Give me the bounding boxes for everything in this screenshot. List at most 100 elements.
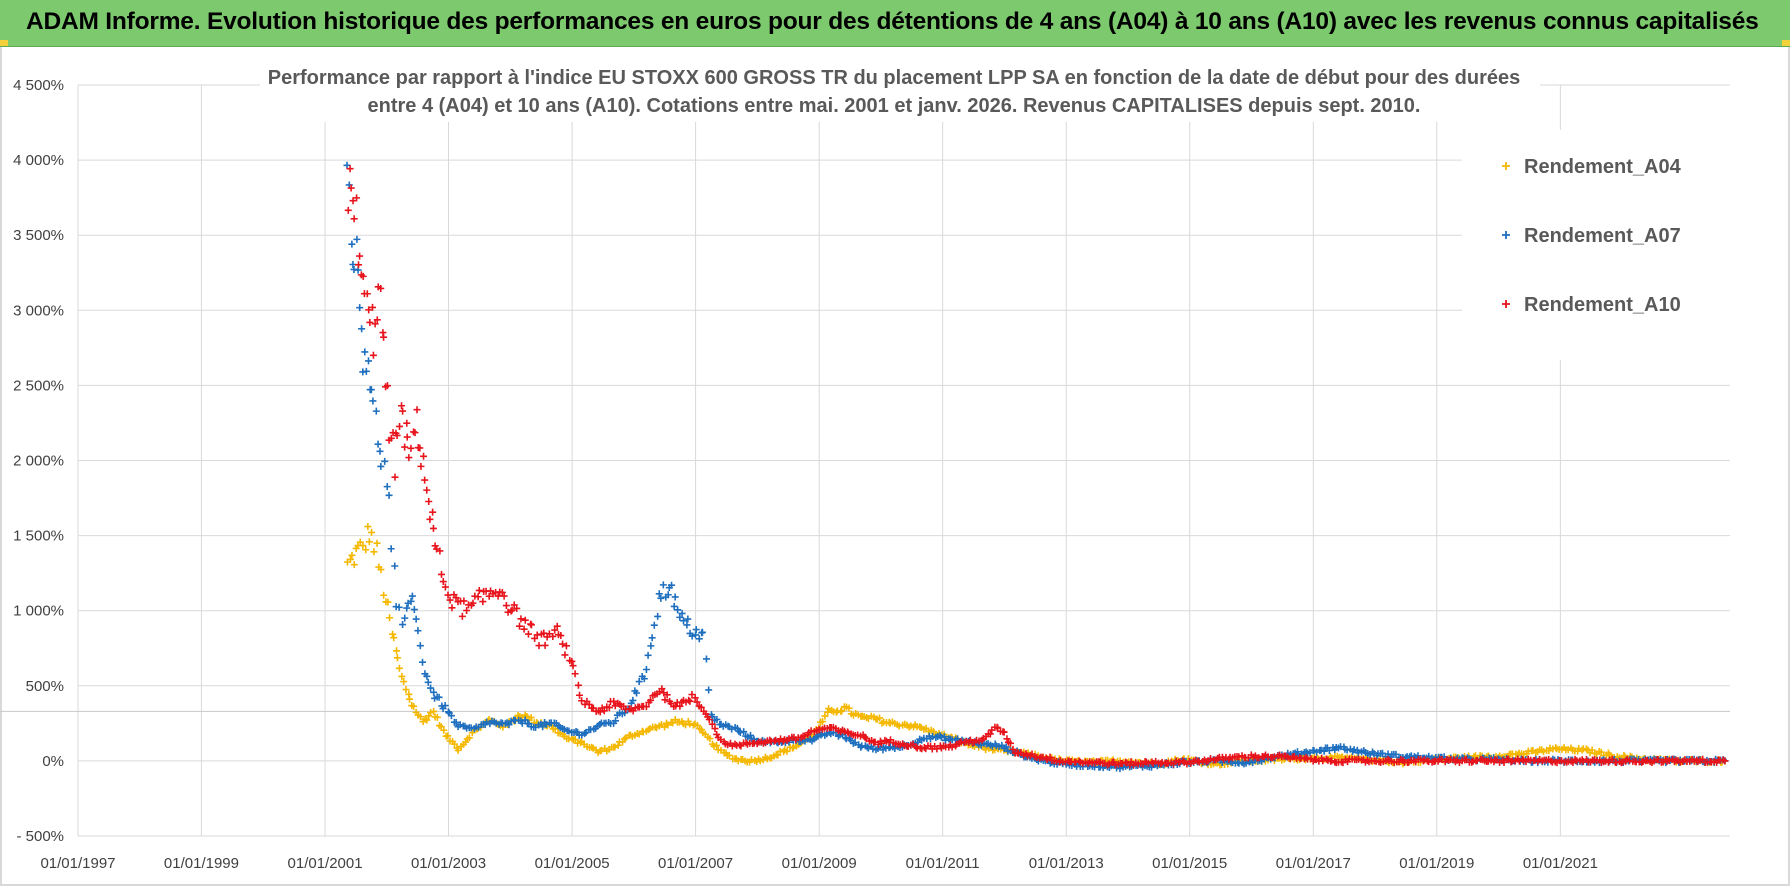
marker-a07 [410,606,418,614]
marker-a04 [410,702,418,710]
marker-a10 [1000,728,1008,736]
marker-a10 [463,607,471,615]
marker-a07 [383,483,391,491]
marker-a04 [747,756,755,764]
marker-a10 [557,632,565,640]
marker-a07 [377,462,385,470]
marker-a04 [895,722,903,730]
legend-label: Rendement_A10 [1524,294,1681,316]
banner-accent-right [1782,40,1790,46]
marker-a07 [740,728,748,736]
marker-a04 [377,566,385,574]
marker-a04 [362,546,370,554]
marker-a10 [411,429,419,437]
marker-a10 [507,607,515,615]
marker-a04 [430,707,438,715]
marker-a10 [1006,739,1014,747]
marker-a10 [373,316,381,324]
marker-a10 [369,303,377,311]
marker-a04 [577,739,585,747]
marker-a10 [693,698,701,706]
marker-a10 [551,626,559,634]
marker-a04 [644,726,652,734]
marker-a10 [401,443,409,451]
marker-a04 [384,598,392,606]
data-marks [343,161,1729,773]
marker-a04 [614,741,622,749]
marker-a10 [541,641,549,649]
marker-a10 [349,197,357,205]
marker-a10 [444,591,452,599]
marker-a07 [1343,746,1351,754]
marker-a07 [676,613,684,621]
marker-a10 [1547,757,1555,765]
marker-a04 [395,664,403,672]
marker-a04 [621,735,629,743]
marker-a10 [508,606,516,614]
y-tick-label: 1 000% [13,603,64,620]
marker-a07 [629,696,637,704]
marker-a07 [412,615,420,623]
marker-a07 [648,634,656,642]
marker-a10 [517,615,525,623]
marker-a07 [736,729,744,737]
marker-a10 [474,593,482,601]
marker-a10 [387,434,395,442]
marker-a10 [553,622,561,630]
marker-a10 [475,586,483,594]
marker-a10 [1507,758,1515,766]
marker-a04 [437,723,445,731]
marker-a10 [438,570,446,578]
marker-a10 [413,406,421,414]
marker-a07 [403,604,411,612]
marker-a10 [576,691,584,699]
marker-a07 [642,666,650,674]
marker-a10 [948,743,956,751]
marker-a04 [393,647,401,655]
marker-a10 [380,333,388,341]
marker-a10 [355,261,363,269]
x-tick-label: 01/01/2017 [1276,855,1351,872]
marker-a07 [941,736,949,744]
marker-a10 [485,592,493,600]
marker-a04 [783,747,791,755]
legend-marker [1502,231,1510,239]
marker-a10 [686,697,694,705]
legend-label: Rendement_A07 [1524,225,1681,247]
marker-a07 [369,397,377,405]
marker-a07 [348,240,356,248]
marker-a07 [367,386,375,394]
marker-a04 [639,728,647,736]
y-tick-label: 0% [42,753,64,770]
marker-a07 [358,325,366,333]
marker-a10 [436,547,444,555]
marker-a07 [650,621,658,629]
marker-a10 [429,524,437,532]
marker-a07 [441,702,449,710]
marker-a10 [391,473,399,481]
marker-a10 [393,431,401,439]
marker-a10 [661,696,669,704]
y-tick-label: - 500% [16,828,64,845]
marker-a07 [940,733,948,741]
marker-a10 [585,700,593,708]
marker-a10 [363,290,371,298]
marker-a10 [1638,758,1646,766]
x-tick-label: 01/01/1997 [40,855,115,872]
legend-label: Rendement_A04 [1524,156,1682,178]
marker-a10 [658,685,666,693]
marker-a07 [381,457,389,465]
marker-a10 [356,252,364,260]
marker-a10 [549,632,557,640]
y-tick-label: 3 000% [13,302,64,319]
marker-a07 [423,672,431,680]
marker-a10 [1009,745,1017,753]
marker-a04 [824,708,832,716]
marker-a07 [414,627,422,635]
marker-a10 [353,194,361,202]
marker-a10 [642,703,650,711]
marker-a07 [680,617,688,625]
marker-a10 [520,625,528,633]
marker-a10 [383,382,391,390]
marker-a10 [1665,757,1673,765]
